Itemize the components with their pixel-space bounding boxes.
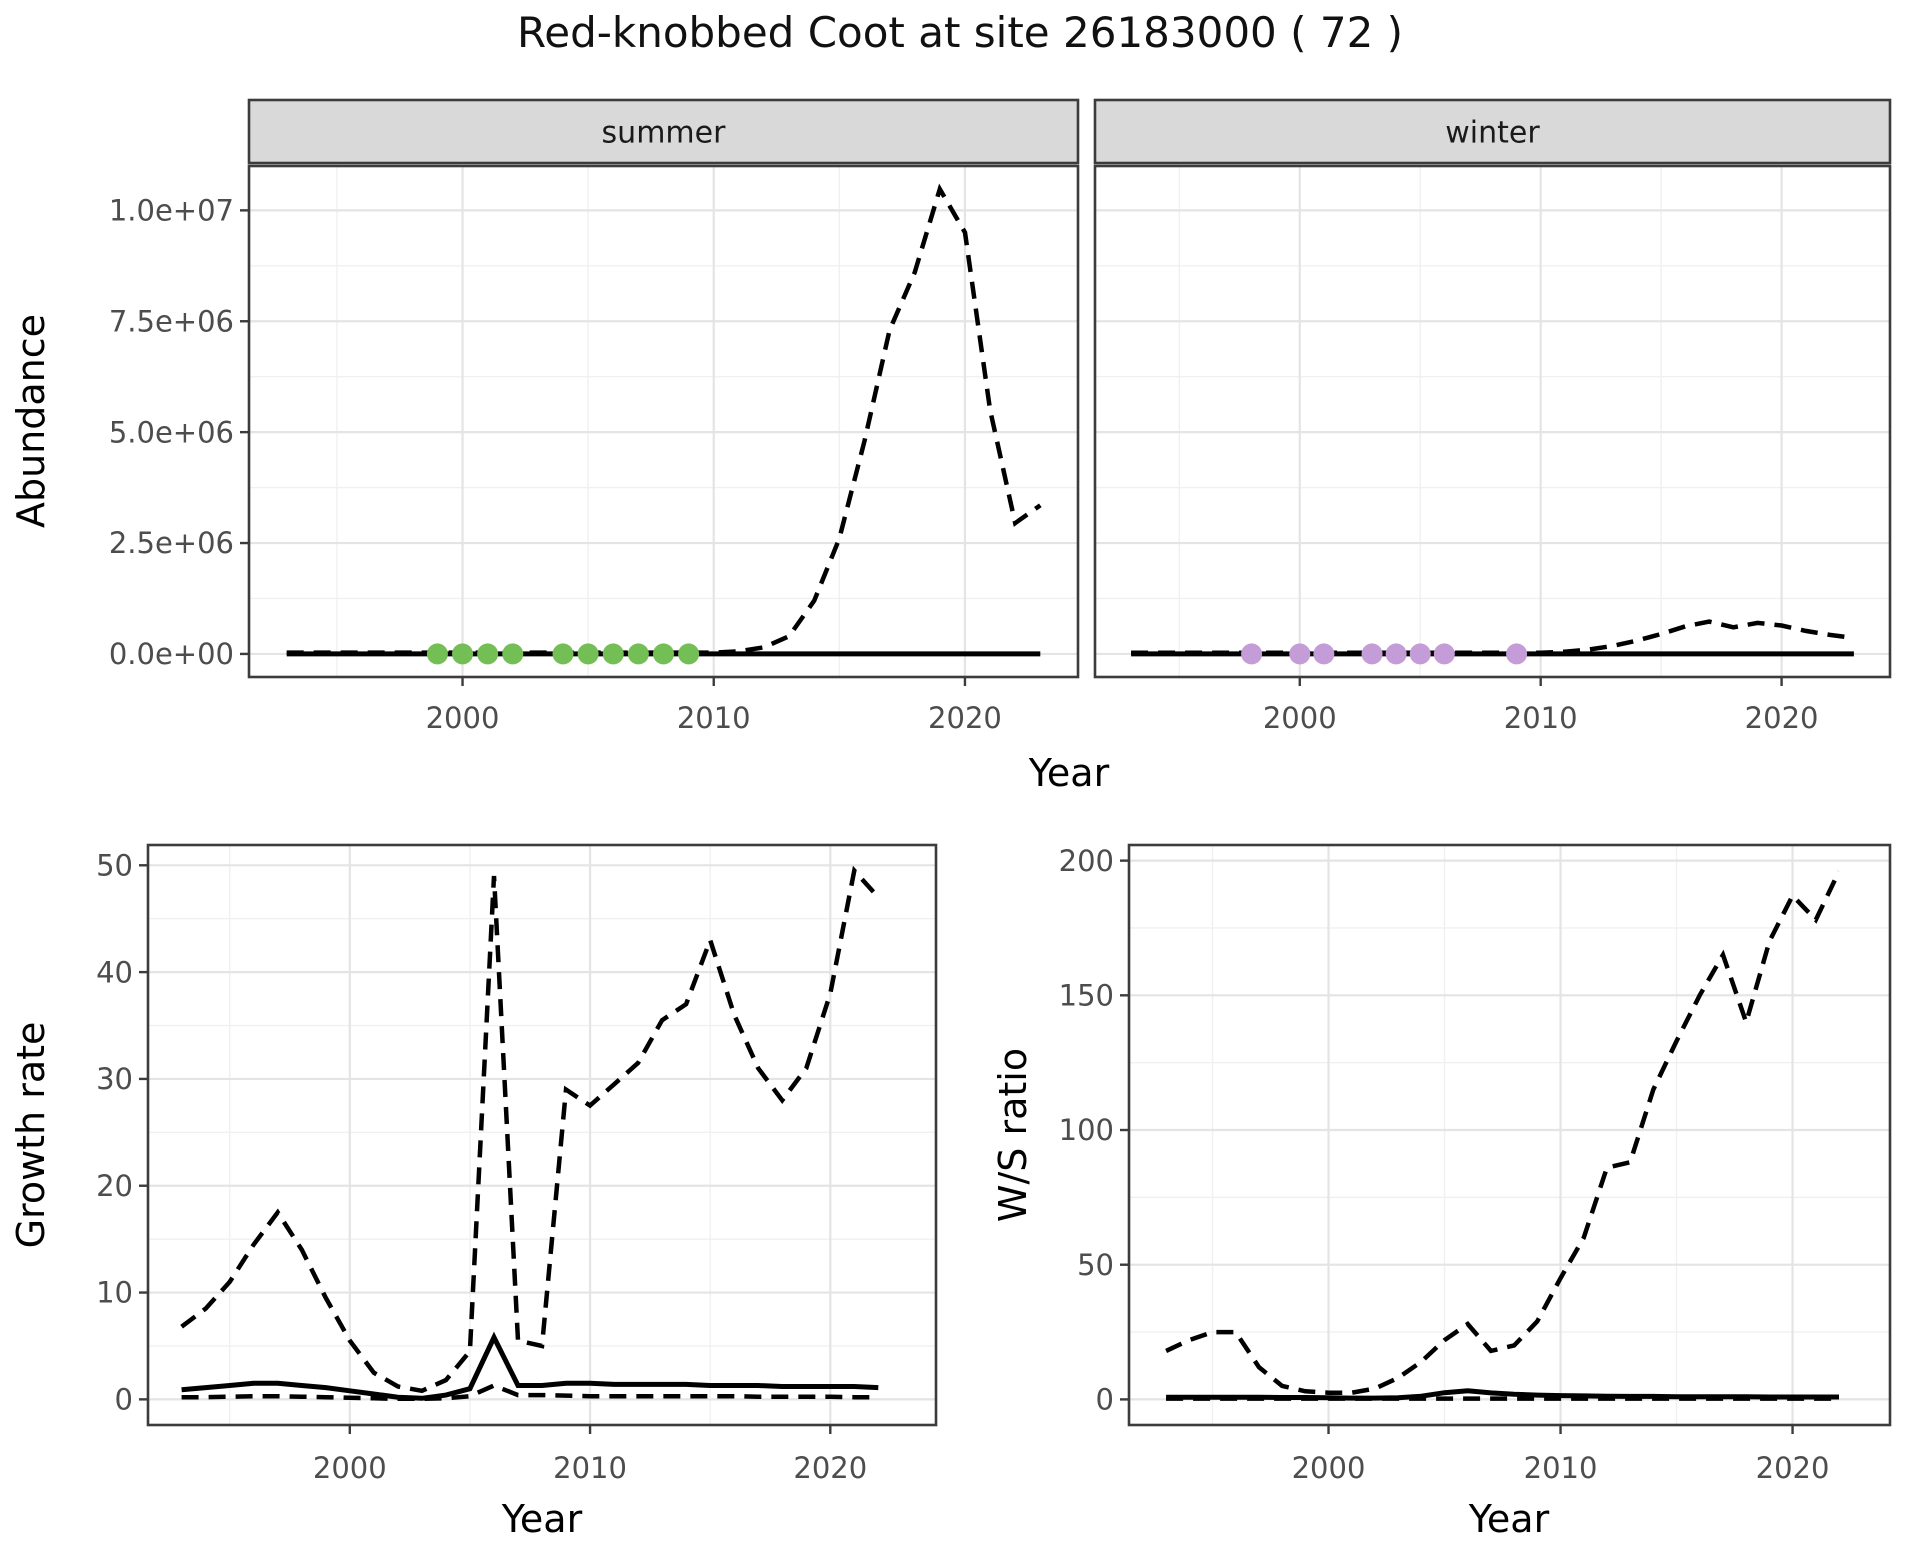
y-tick-label: 0 [1096, 1383, 1114, 1417]
y-tick-label: 5.0e+06 [109, 415, 234, 449]
abundance-point-summer [426, 643, 448, 665]
x-tick-label: 2010 [553, 1451, 627, 1485]
x-tick-label: 2000 [313, 1451, 387, 1485]
panel-background [148, 845, 936, 1425]
x-tick-label: 2020 [928, 701, 1002, 735]
panel-border [146, 843, 938, 1427]
abundance-point-winter [1361, 643, 1383, 665]
abundance-point-winter [1433, 643, 1455, 665]
y-tick-label: 10 [96, 1276, 133, 1310]
abundance-point-winter [1241, 643, 1263, 665]
y-axis-title-abundance: Abundance [9, 314, 53, 528]
panel-border [1093, 164, 1892, 679]
y-axis-title-growth-rate: Growth rate [9, 1022, 53, 1249]
x-tick-label: 2020 [793, 1451, 867, 1485]
y-tick-label: 50 [96, 848, 133, 882]
series-modeled-dashed [286, 183, 1042, 655]
abundance-point-summer [552, 643, 574, 665]
y-tick-label: 150 [1059, 978, 1114, 1012]
panel-background [1129, 845, 1890, 1425]
abundance-point-summer [678, 643, 700, 665]
panel-background [249, 166, 1078, 677]
chart-panel-growth_rate: 2000 2010 2020 0 10 20 30 40 50 [96, 843, 938, 1485]
x-tick-label: 2000 [426, 701, 500, 735]
x-tick-label: 2000 [1292, 1451, 1366, 1485]
y-tick-label: 200 [1059, 844, 1114, 878]
abundance-point-winter [1289, 643, 1311, 665]
abundance-point-winter [1385, 643, 1407, 665]
chart-panel-winter: winter 2000 2010 2020 [1093, 98, 1892, 735]
y-tick-label: 100 [1059, 1113, 1114, 1147]
abundance-point-summer [477, 643, 499, 665]
abundance-point-summer [653, 643, 674, 665]
abundance-point-winter [1506, 643, 1528, 665]
y-tick-label: 20 [96, 1169, 133, 1203]
y-tick-label: 7.5e+06 [109, 304, 234, 338]
x-tick-label: 2020 [1745, 701, 1819, 735]
series-upper-ci-dashed [180, 865, 880, 1394]
figure-title: Red-knobbed Coot at site 26183000 ( 72 ) [516, 8, 1404, 57]
y-tick-label: 50 [1077, 1248, 1114, 1282]
panel-border [1127, 843, 1892, 1427]
x-tick-label: 2010 [1504, 701, 1578, 735]
abundance-point-winter [1409, 643, 1431, 665]
x-tick-label: 2020 [1756, 1451, 1830, 1485]
y-tick-label: 40 [96, 955, 133, 989]
panel-background [1095, 166, 1890, 677]
abundance-point-winter [1313, 643, 1335, 665]
series-estimate-solid [181, 1331, 879, 1401]
y-tick-label: 1.0e+07 [109, 194, 234, 228]
abundance-point-summer [577, 643, 599, 665]
abundance-point-summer [452, 643, 474, 665]
chart-panel-summer: summer 2000 2010 2020 0.0e+00 2.5e+06 5.0e+06 7… [109, 98, 1080, 735]
facet-strip-label: winter [1445, 115, 1540, 150]
x-tick-label: 2010 [1524, 1451, 1598, 1485]
x-axis-title-year-growth: Year [501, 1497, 583, 1541]
y-axis-title-ws-ratio: W/S ratio [991, 1048, 1035, 1222]
abundance-point-summer [502, 643, 524, 665]
y-tick-label: 0.0e+00 [109, 637, 234, 671]
y-tick-label: 30 [96, 1062, 133, 1096]
x-tick-label: 2000 [1263, 701, 1337, 735]
facet-strip [247, 98, 1080, 165]
facet-strip [1093, 98, 1892, 165]
y-tick-label: 0 [115, 1383, 133, 1417]
chart-panel-ws_ratio: 2000 2010 2020 0 50 100 150 200 [1059, 843, 1892, 1485]
series-upper-ci-dashed [1165, 870, 1842, 1395]
abundance-point-summer [627, 643, 649, 665]
x-axis-title-year-top: Year [1028, 751, 1110, 795]
facet-strip-label: summer [602, 115, 727, 150]
x-axis-title-year-ws: Year [1468, 1497, 1550, 1541]
series-lower-ci-dashed [181, 1383, 879, 1402]
x-tick-label: 2010 [677, 701, 751, 735]
y-tick-label: 2.5e+06 [109, 526, 234, 560]
panel-border [247, 164, 1080, 679]
abundance-point-summer [602, 643, 624, 665]
